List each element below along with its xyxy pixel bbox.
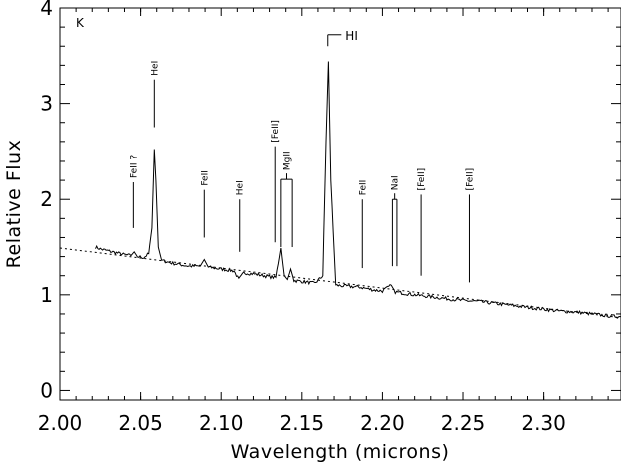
annotation-label: HeI xyxy=(150,61,160,76)
line-annotation: HeI xyxy=(236,180,246,252)
x-tick-label: 2.00 xyxy=(38,411,83,435)
panel-label: K xyxy=(76,16,85,30)
annotation-label: MgII xyxy=(282,151,292,170)
annotation-label: HI xyxy=(345,29,358,43)
annotation-label: FeII xyxy=(358,180,368,196)
annotation-label: NaI xyxy=(391,175,401,190)
line-annotation: FeII xyxy=(200,170,210,238)
line-annotation: [FeII] xyxy=(271,120,281,243)
x-axis-label: Wavelength (microns) xyxy=(231,441,450,463)
line-annotation: FeII ? xyxy=(129,155,139,228)
plot-area: 2.00 2.05 2.10 2.15 2.20 2.25 2.30 0 1 2 3 4 FeII … xyxy=(38,0,621,435)
annotation-label: [FeII] xyxy=(417,168,427,191)
y-tick-label: 4 xyxy=(40,0,53,20)
line-annotation: FeII xyxy=(358,180,368,269)
annotation-label: [FeII] xyxy=(271,120,281,143)
y-tick-label: 1 xyxy=(40,283,53,307)
y-tick-label: 3 xyxy=(40,92,53,116)
line-annotation: [FeII] xyxy=(417,168,427,276)
x-axis-ticks: 2.00 2.05 2.10 2.15 2.20 2.25 2.30 xyxy=(38,8,609,435)
annotation-label: FeII ? xyxy=(129,155,139,178)
annotation-label: [FeII] xyxy=(465,168,475,191)
line-annotation: HeI xyxy=(150,61,160,128)
line-annotation: MgII xyxy=(280,151,293,248)
line-annotation: [FeII] xyxy=(465,168,475,283)
y-tick-label: 0 xyxy=(40,378,53,402)
annotation-label: HeI xyxy=(236,180,246,195)
line-annotation: NaI xyxy=(391,175,401,267)
annotation-label: FeII xyxy=(200,170,210,186)
x-tick-label: 2.10 xyxy=(199,411,244,435)
x-tick-label: 2.30 xyxy=(521,411,566,435)
x-tick-label: 2.20 xyxy=(360,411,405,435)
x-tick-label: 2.15 xyxy=(280,411,325,435)
y-tick-label: 2 xyxy=(40,187,53,211)
line-annotation: HI xyxy=(327,29,358,47)
x-tick-label: 2.05 xyxy=(118,411,163,435)
y-axis-label: Relative Flux xyxy=(3,140,25,269)
spectrum-line xyxy=(95,61,621,319)
x-tick-label: 2.25 xyxy=(441,411,486,435)
plot-frame xyxy=(59,7,621,401)
y-axis-ticks: 0 1 2 3 4 xyxy=(40,0,621,402)
